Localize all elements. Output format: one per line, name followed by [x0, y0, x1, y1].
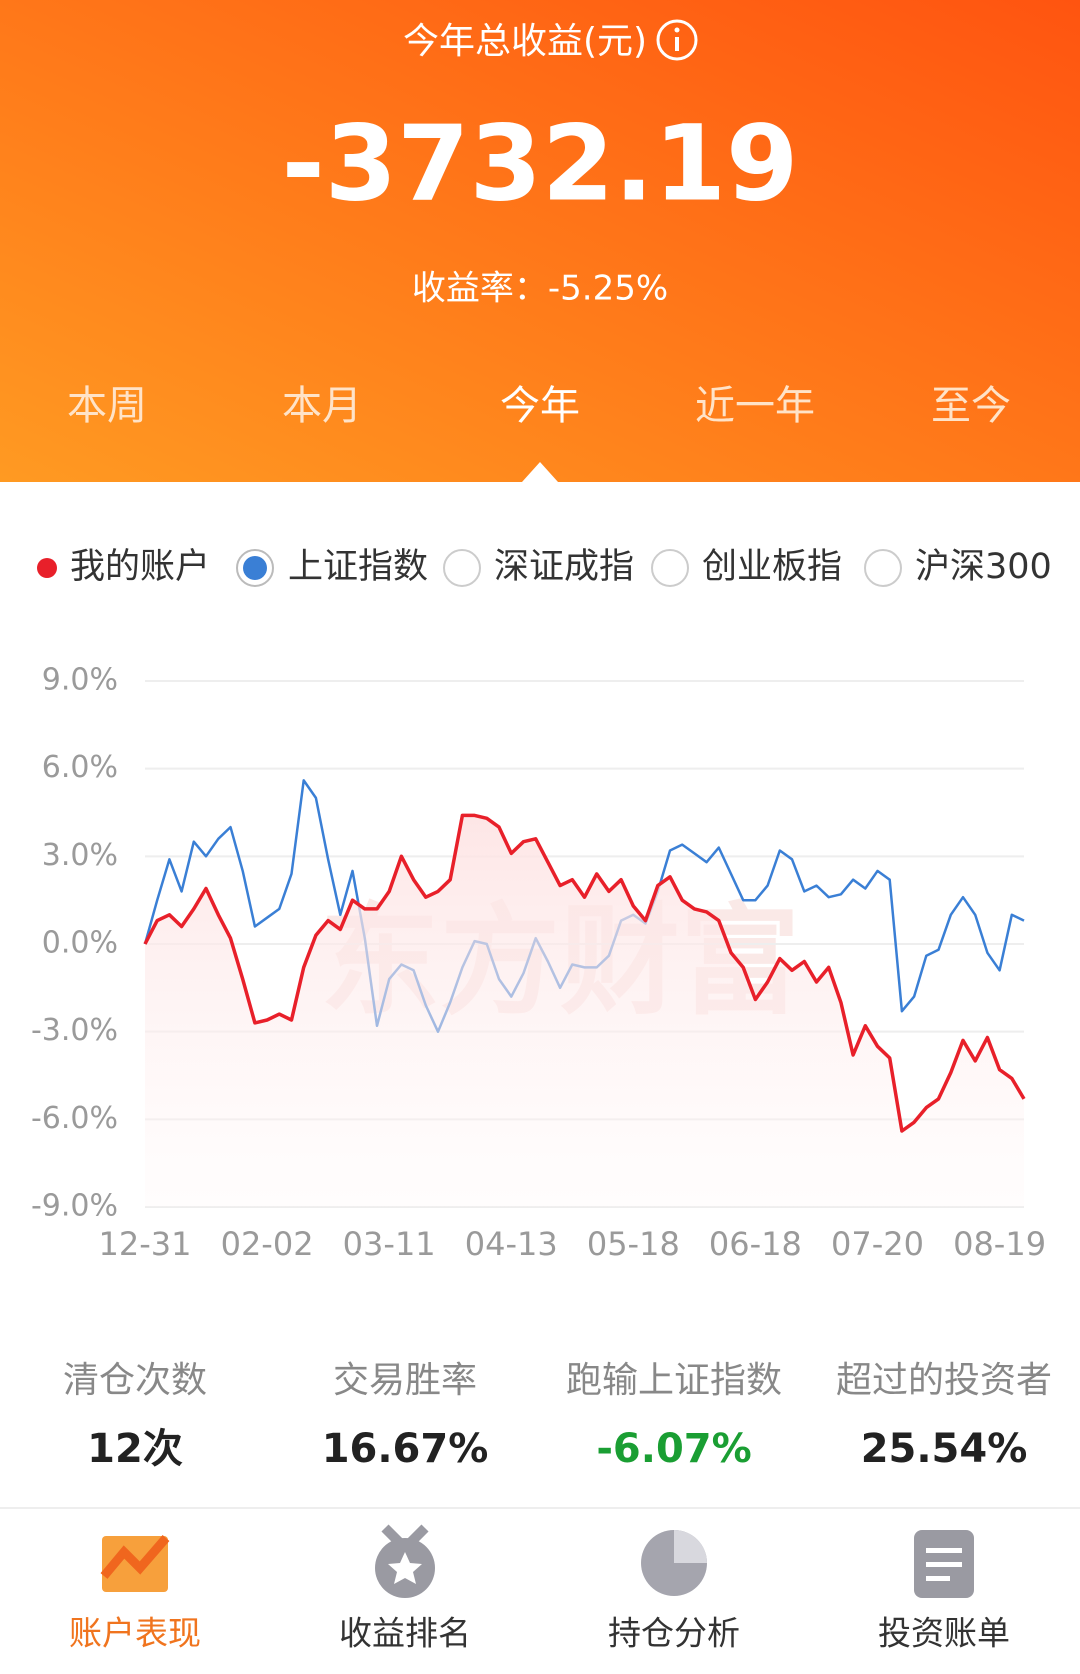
legend-label[interactable]: 创业板指	[702, 547, 842, 587]
y-tick-label: -3.0%	[31, 1013, 118, 1048]
x-tick-label: 05-18	[587, 1225, 680, 1263]
total-return: -3732.19	[282, 102, 799, 224]
icon-holdings	[641, 1530, 707, 1596]
stats: 清仓次数 12次 交易胜率 16.67% 跑输上证指数 -6.07% 超过的投资者 25.54…	[63, 1360, 1052, 1472]
legend-label[interactable]: 沪深300	[915, 547, 1052, 587]
header-bg	[0, 0, 1080, 482]
header-title: 今年总收益(元)	[403, 21, 647, 62]
icon-ranking	[375, 1524, 435, 1598]
legend-dot	[37, 558, 57, 578]
area	[145, 815, 1024, 1207]
info-icon[interactable]	[656, 19, 698, 61]
radio[interactable]	[651, 549, 689, 587]
y-tick-label: 6.0%	[42, 750, 118, 785]
nav-label[interactable]: 持仓分析	[608, 1614, 740, 1653]
bottom-nav: 账户表现 收益排名 持仓分析 投资账单	[69, 1614, 1010, 1653]
chart: 东方财富9.0%6.0%3.0%0.0%-3.0%-6.0%-9.0%12-31…	[31, 663, 1046, 1264]
radio[interactable]	[864, 549, 902, 587]
stat-value: 12次	[87, 1426, 183, 1472]
line	[143, 813, 1026, 1133]
tab[interactable]: 本月	[282, 383, 362, 429]
stat-label: 超过的投资者	[836, 1360, 1052, 1401]
y-tick-label: -6.0%	[31, 1101, 118, 1136]
icon-performance	[100, 1535, 170, 1592]
x-tick-label: 02-02	[221, 1225, 314, 1263]
radio-selected[interactable]	[236, 549, 274, 587]
tabs: 本周 本月 今年 近一年 至今	[67, 383, 1011, 429]
tab[interactable]: 近一年	[695, 383, 815, 429]
radio[interactable]	[443, 549, 481, 587]
tab-pointer	[522, 462, 558, 482]
legend-label: 上证指数	[288, 547, 428, 587]
legend: 我的账户 上证指数 深证成指 创业板指 沪深300	[37, 547, 1052, 587]
stat-label: 清仓次数	[63, 1360, 207, 1401]
y-tick-label: -9.0%	[31, 1189, 118, 1224]
y-tick-label: 9.0%	[42, 663, 118, 698]
nav-label[interactable]: 收益排名	[339, 1614, 471, 1653]
y-tick-label: 3.0%	[42, 838, 118, 873]
x-tick-label: 04-13	[465, 1225, 558, 1263]
y-tick-label: 0.0%	[42, 926, 118, 961]
x-tick-label: 08-19	[953, 1225, 1046, 1263]
legend-label[interactable]: 深证成指	[494, 547, 634, 587]
return-rate: 收益率：-5.25%	[412, 269, 668, 309]
nav-label[interactable]: 账户表现	[69, 1614, 201, 1653]
stat-label: 跑输上证指数	[566, 1360, 782, 1401]
x-tick-label: 12-31	[99, 1225, 192, 1263]
stat-label: 交易胜率	[333, 1360, 477, 1401]
tab[interactable]: 本周	[67, 383, 147, 429]
icon-bill	[914, 1530, 974, 1598]
tab[interactable]: 至今	[931, 383, 1011, 429]
nav-label[interactable]: 投资账单	[878, 1614, 1010, 1653]
stat-value: -6.07%	[596, 1426, 751, 1472]
legend-label: 我的账户	[70, 547, 210, 587]
x-tick-label: 07-20	[831, 1225, 924, 1263]
stat-value: 25.54%	[861, 1426, 1028, 1472]
stat-value: 16.67%	[322, 1426, 489, 1472]
radio-dot	[243, 556, 267, 580]
x-tick-label: 06-18	[709, 1225, 802, 1263]
x-tick-label: 03-11	[343, 1225, 436, 1263]
tab[interactable]: 今年	[500, 383, 580, 429]
